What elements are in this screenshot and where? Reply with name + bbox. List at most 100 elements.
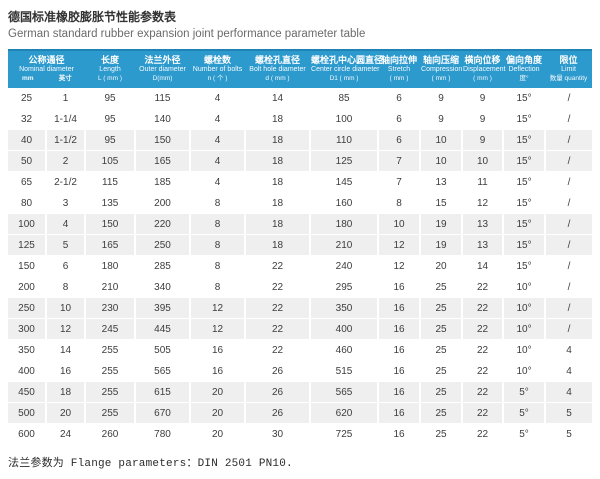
table-cell: 8 <box>46 276 87 299</box>
table-cell: 2-1/2 <box>46 171 87 194</box>
table-cell: 340 <box>135 276 192 299</box>
column-header-limit: 限位 Limit 数量 quantity <box>545 48 593 89</box>
table-cell: 12 <box>190 318 247 341</box>
table-cell: 9 <box>462 88 505 110</box>
table-cell: 4 <box>190 171 247 194</box>
table-header: 公称通径 Nominal diameter mm 英寸 长度 Length L ( mm )… <box>8 48 593 89</box>
table-cell: 7 <box>378 171 422 194</box>
table-header-row: 公称通径 Nominal diameter mm 英寸 长度 Length L ( mm )… <box>8 48 593 89</box>
table-cell: 16 <box>190 360 247 383</box>
table-cell: 260 <box>85 423 137 446</box>
table-cell: 15° <box>503 108 547 131</box>
column-header-bolt-hole-diameter: 螺栓孔直径 Bolt hole diameter d ( mm ) <box>245 48 311 89</box>
table-cell: 25 <box>420 318 464 341</box>
column-unit: 数量 quantity <box>549 74 588 82</box>
table-cell: 2 <box>46 150 87 173</box>
table-cell: 22 <box>462 360 505 383</box>
column-header-center-circle-diameter: 螺栓孔中心圆直径 Center circle diameter D1 ( mm ) <box>310 48 384 89</box>
column-label-cn: 长度 <box>101 54 120 65</box>
table-row: 400 16 255 565 16 26 515 16 25 22 10° 4 <box>8 360 593 383</box>
table-cell: / <box>545 171 593 194</box>
column-label-cn: 横向位移 <box>464 54 501 65</box>
table-cell: 16 <box>190 339 247 362</box>
table-row: 350 14 255 505 16 22 460 16 25 22 10° 4 <box>8 339 593 362</box>
table-cell: 500 <box>8 402 47 425</box>
page-title: 德国标准橡胶膨胀节性能参数表 <box>8 10 177 24</box>
table-row: 250 10 230 395 12 22 350 16 25 22 10° / <box>8 297 593 320</box>
table-cell: 7 <box>378 150 422 173</box>
table-cell: 255 <box>85 360 137 383</box>
table-cell: / <box>545 318 593 341</box>
table-cell: 15° <box>503 255 547 278</box>
column-unit: D(mm) <box>152 74 173 82</box>
table-cell: 210 <box>310 234 380 257</box>
column-unit: d ( mm ) <box>265 74 290 82</box>
table-cell: 12 <box>378 234 422 257</box>
column-label-en: Bolt hole diameter <box>249 66 306 74</box>
table-cell: 14 <box>46 339 87 362</box>
table-cell: 10° <box>503 339 547 362</box>
column-label-cn: 螺栓孔中心圆直径 <box>311 54 384 65</box>
table-cell: 9 <box>462 108 505 131</box>
table-cell: 20 <box>190 381 247 404</box>
table-cell: 200 <box>135 192 192 215</box>
table-cell: 8 <box>190 192 247 215</box>
table-cell: 115 <box>85 171 137 194</box>
table-cell: / <box>545 88 593 110</box>
table-cell: 24 <box>46 423 87 446</box>
column-label-en: Center circle diameter <box>311 66 380 74</box>
column-label-en: Compression <box>421 66 463 74</box>
table-cell: 125 <box>8 234 47 257</box>
table-cell: 10 <box>420 129 464 152</box>
column-subunit: 英寸 <box>58 74 72 82</box>
table-cell: 50 <box>8 150 47 173</box>
table-cell: 25 <box>8 88 47 110</box>
table-cell: 5 <box>545 423 593 446</box>
table-cell: 26 <box>245 402 312 425</box>
table-cell: 240 <box>310 255 380 278</box>
table-row: 65 2-1/2 115 185 4 18 145 7 13 11 15° / <box>8 171 593 194</box>
table-cell: 105 <box>85 150 137 173</box>
table-cell: 4 <box>190 129 247 152</box>
table-cell: 18 <box>245 108 312 131</box>
table-cell: 350 <box>8 339 47 362</box>
table-cell: 9 <box>420 88 464 110</box>
table-cell: 400 <box>8 360 47 383</box>
column-label-cn: 螺栓孔直径 <box>255 54 301 65</box>
table-cell: 25 <box>420 297 464 320</box>
table-cell: 40 <box>8 129 47 152</box>
column-label-en: Displacement <box>463 66 506 74</box>
table-cell: 1 <box>46 88 87 110</box>
table-cell: 15° <box>503 234 547 257</box>
table-cell: 5° <box>503 402 547 425</box>
table-cell: 8 <box>190 255 247 278</box>
table-cell: 135 <box>85 192 137 215</box>
table-cell: 295 <box>310 276 380 299</box>
footer-note: 法兰参数为 Flange parameters：DIN 2501 PN10. <box>8 458 293 471</box>
table-cell: 32 <box>8 108 47 131</box>
table-row: 125 5 165 250 8 18 210 12 19 13 15° / <box>8 234 593 257</box>
table-cell: 8 <box>190 276 247 299</box>
column-header-compression: 轴向压缩 Compression( mm ) <box>420 48 463 89</box>
table-cell: 16 <box>378 402 422 425</box>
table-cell: 165 <box>135 150 192 173</box>
column-label-cn: 法兰外径 <box>144 54 181 65</box>
table-cell: 22 <box>245 297 312 320</box>
table-cell: 4 <box>545 381 593 404</box>
table-cell: 18 <box>245 150 312 173</box>
table-cell: 450 <box>8 381 47 404</box>
table-cell: 8 <box>378 192 422 215</box>
table-cell: 15° <box>503 213 547 236</box>
table-cell: 20 <box>420 255 464 278</box>
table-cell: 20 <box>46 402 87 425</box>
table-cell: 10° <box>503 297 547 320</box>
table-row: 100 4 150 220 8 18 180 10 19 13 15° / <box>8 213 593 236</box>
table-cell: 10 <box>378 213 422 236</box>
table-cell: / <box>545 297 593 320</box>
table-cell: 3 <box>46 192 87 215</box>
table-cell: 95 <box>85 88 137 110</box>
table-row: 150 6 180 285 8 22 240 12 20 14 15° / <box>8 255 593 278</box>
table-cell: 515 <box>310 360 380 383</box>
table-cell: 725 <box>310 423 380 446</box>
table-cell: 22 <box>462 297 505 320</box>
